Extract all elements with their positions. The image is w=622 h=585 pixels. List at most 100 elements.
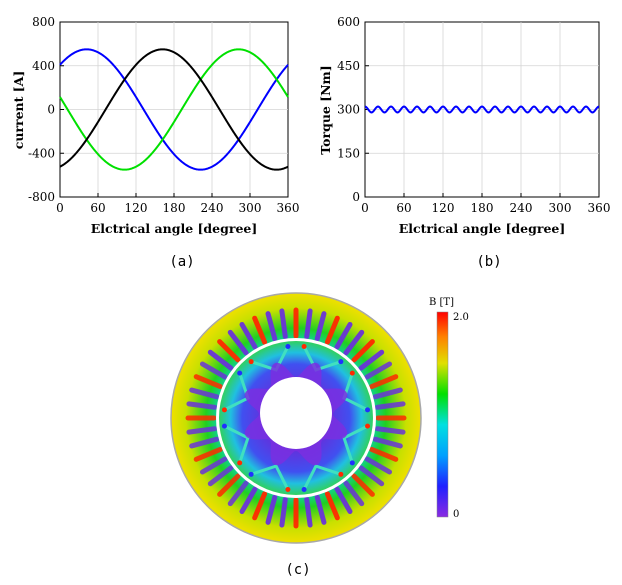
magnet-tip [349, 460, 355, 466]
rotor-magnet [302, 464, 342, 491]
chart-a: 0 60 120 180 240 300 360 -800 -400 0 400 800 Elctri… [11, 15, 299, 270]
chart-a-xlabel: Elctrical angle [degree] [91, 221, 258, 236]
chart-b: 0 60 120 180 240 300 360 0 150 300 450 600 Elctrica… [318, 15, 610, 270]
chart-a-xtick-label: 300 [239, 201, 262, 215]
chart-a-caption: (a) [169, 254, 194, 270]
stator-slot [239, 486, 258, 515]
stator-slot [193, 446, 223, 462]
rotor-magnet [342, 424, 369, 464]
chart-b-caption: (b) [476, 254, 501, 270]
stator-slot [364, 361, 393, 380]
stator-slot [324, 491, 340, 521]
chart-b-ytick-label: 600 [337, 15, 360, 29]
stator-slots [185, 307, 407, 529]
stator-slot [374, 401, 406, 410]
magnet-tip [237, 460, 243, 466]
magnet-tip [237, 370, 243, 376]
chart-a-ytick-label: -400 [28, 146, 55, 160]
chart-b-xtick-label: 0 [361, 201, 369, 215]
stator-slot [193, 374, 223, 390]
chart-a-ticks: 0 60 120 180 240 300 360 -800 -400 0 400 800 [28, 15, 299, 215]
stator-slot [324, 315, 340, 345]
stator-slot [334, 321, 353, 350]
motor-flux-plot [170, 292, 422, 544]
chart-b-ylabel: Torque [Nm] [318, 65, 333, 154]
stator-slot [369, 374, 399, 390]
chart-b-xlabel: Elctrical angle [degree] [399, 221, 566, 236]
chart-b-ticks: 0 60 120 180 240 300 360 0 150 300 450 600 [337, 15, 610, 215]
chart-b-xtick-label: 360 [588, 201, 611, 215]
chart-a-series-0-line [59, 48, 289, 171]
chart-b-xtick-label: 240 [510, 201, 533, 215]
magnet-tip [301, 487, 307, 493]
colorbar: B [T] 2.0 0 [429, 297, 469, 520]
magnet-tip [221, 423, 227, 429]
colorbar-max: 2.0 [453, 312, 469, 323]
chart-a-xtick-label: 120 [125, 201, 148, 215]
stator-slot [265, 494, 278, 525]
stator-slot [265, 311, 278, 342]
chart-b-xtick-label: 60 [396, 201, 411, 215]
chart-b-grid [365, 22, 599, 197]
chart-a-xtick-label: 0 [56, 201, 64, 215]
chart-a-ytick-label: 0 [47, 103, 55, 117]
magnet-tip [338, 359, 344, 365]
stator-slot [343, 480, 365, 507]
stator-slot [217, 473, 241, 497]
chart-a-xtick-label: 60 [90, 201, 105, 215]
stator-slot [372, 436, 403, 449]
stator-slot [239, 321, 258, 350]
chart-a-series-1-line [59, 48, 289, 171]
chart-b-ytick-label: 300 [337, 103, 360, 117]
magnet-tip [248, 359, 254, 365]
stator-slot [186, 426, 218, 435]
rotor-magnet [223, 424, 250, 464]
stator-slot [217, 339, 241, 363]
stator-slot [304, 308, 313, 340]
chart-a-series [59, 48, 289, 171]
stator-slot [227, 480, 249, 507]
stator-slot [358, 349, 385, 371]
magnet-tip [338, 471, 344, 477]
chart-b-xtick-label: 180 [471, 201, 494, 215]
stator-slot [189, 387, 220, 400]
stator-slot [207, 349, 234, 371]
chart-b-ytick-label: 150 [337, 146, 360, 160]
stator-slot [334, 486, 353, 515]
stator-slot [189, 436, 220, 449]
stator-slot [314, 311, 327, 342]
rotor-magnet [250, 464, 290, 491]
chart-a-xtick-label: 360 [277, 201, 300, 215]
stator-slot [304, 496, 313, 528]
stator-slot [343, 329, 365, 356]
figure-c-caption: (c) [285, 562, 310, 578]
stator-slot [199, 456, 228, 475]
stator-slot [358, 465, 385, 487]
chart-a-xtick-label: 240 [201, 201, 224, 215]
chart-a-ytick-label: -800 [28, 190, 55, 204]
magnet-tip [349, 370, 355, 376]
colorbar-gradient [436, 311, 449, 518]
chart-a-ytick-label: 800 [32, 15, 55, 29]
chart-a-series-2-line [59, 48, 289, 171]
magnet-tip [285, 343, 291, 349]
stator-slot [279, 308, 288, 340]
stator-slot [252, 315, 268, 345]
magnet-tip [248, 471, 254, 477]
stator-slot [227, 329, 249, 356]
stator-slot [314, 494, 327, 525]
chart-b-ytick-label: 0 [352, 190, 360, 204]
chart-a-xtick-label: 180 [163, 201, 186, 215]
chart-a-ylabel: current [A] [11, 71, 26, 150]
shaft-hole [260, 377, 332, 449]
stator-slot [279, 496, 288, 528]
stator-slot [364, 456, 393, 475]
stator-slot [369, 446, 399, 462]
stator-slot [351, 339, 375, 363]
magnet-tip [365, 407, 371, 413]
chart-b-xtick-label: 300 [549, 201, 572, 215]
magnet-tip [285, 487, 291, 493]
colorbar-min: 0 [453, 509, 459, 520]
stator-slot [374, 426, 406, 435]
